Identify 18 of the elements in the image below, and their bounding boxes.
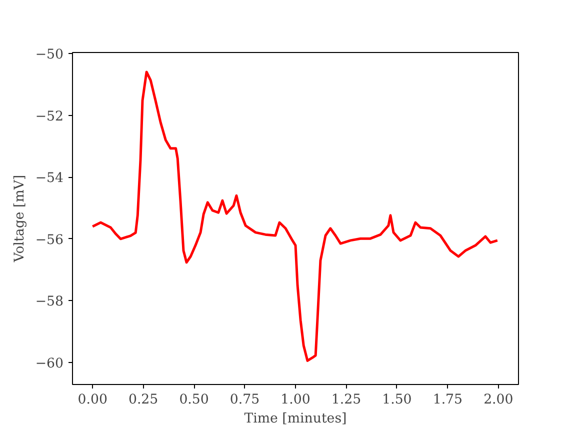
x-axis-title: Time [minutes]: [244, 412, 347, 426]
y-tick-label: −60: [35, 356, 64, 372]
x-tick-label: 0.25: [128, 392, 158, 408]
x-tick-label: 0.75: [230, 392, 260, 408]
y-tick-label: −54: [35, 171, 64, 186]
y-axis-title: Voltage [mV]: [12, 174, 28, 264]
x-tick-label: 1.50: [382, 392, 412, 408]
line-series: [91, 70, 499, 362]
y-tick-label: −50: [35, 47, 64, 62]
x-tick-label: 1.00: [280, 392, 310, 408]
x-tick-label: 2.00: [484, 392, 514, 408]
x-tick-label: 0.50: [179, 392, 209, 408]
y-tick-label: −56: [35, 232, 64, 248]
x-tick-label: 1.75: [432, 392, 463, 408]
x-tick-label: 0.00: [78, 392, 108, 408]
y-tick-label: −52: [35, 109, 64, 124]
y-tick-label: −58: [35, 294, 64, 310]
x-tick-label: 1.25: [331, 392, 362, 408]
